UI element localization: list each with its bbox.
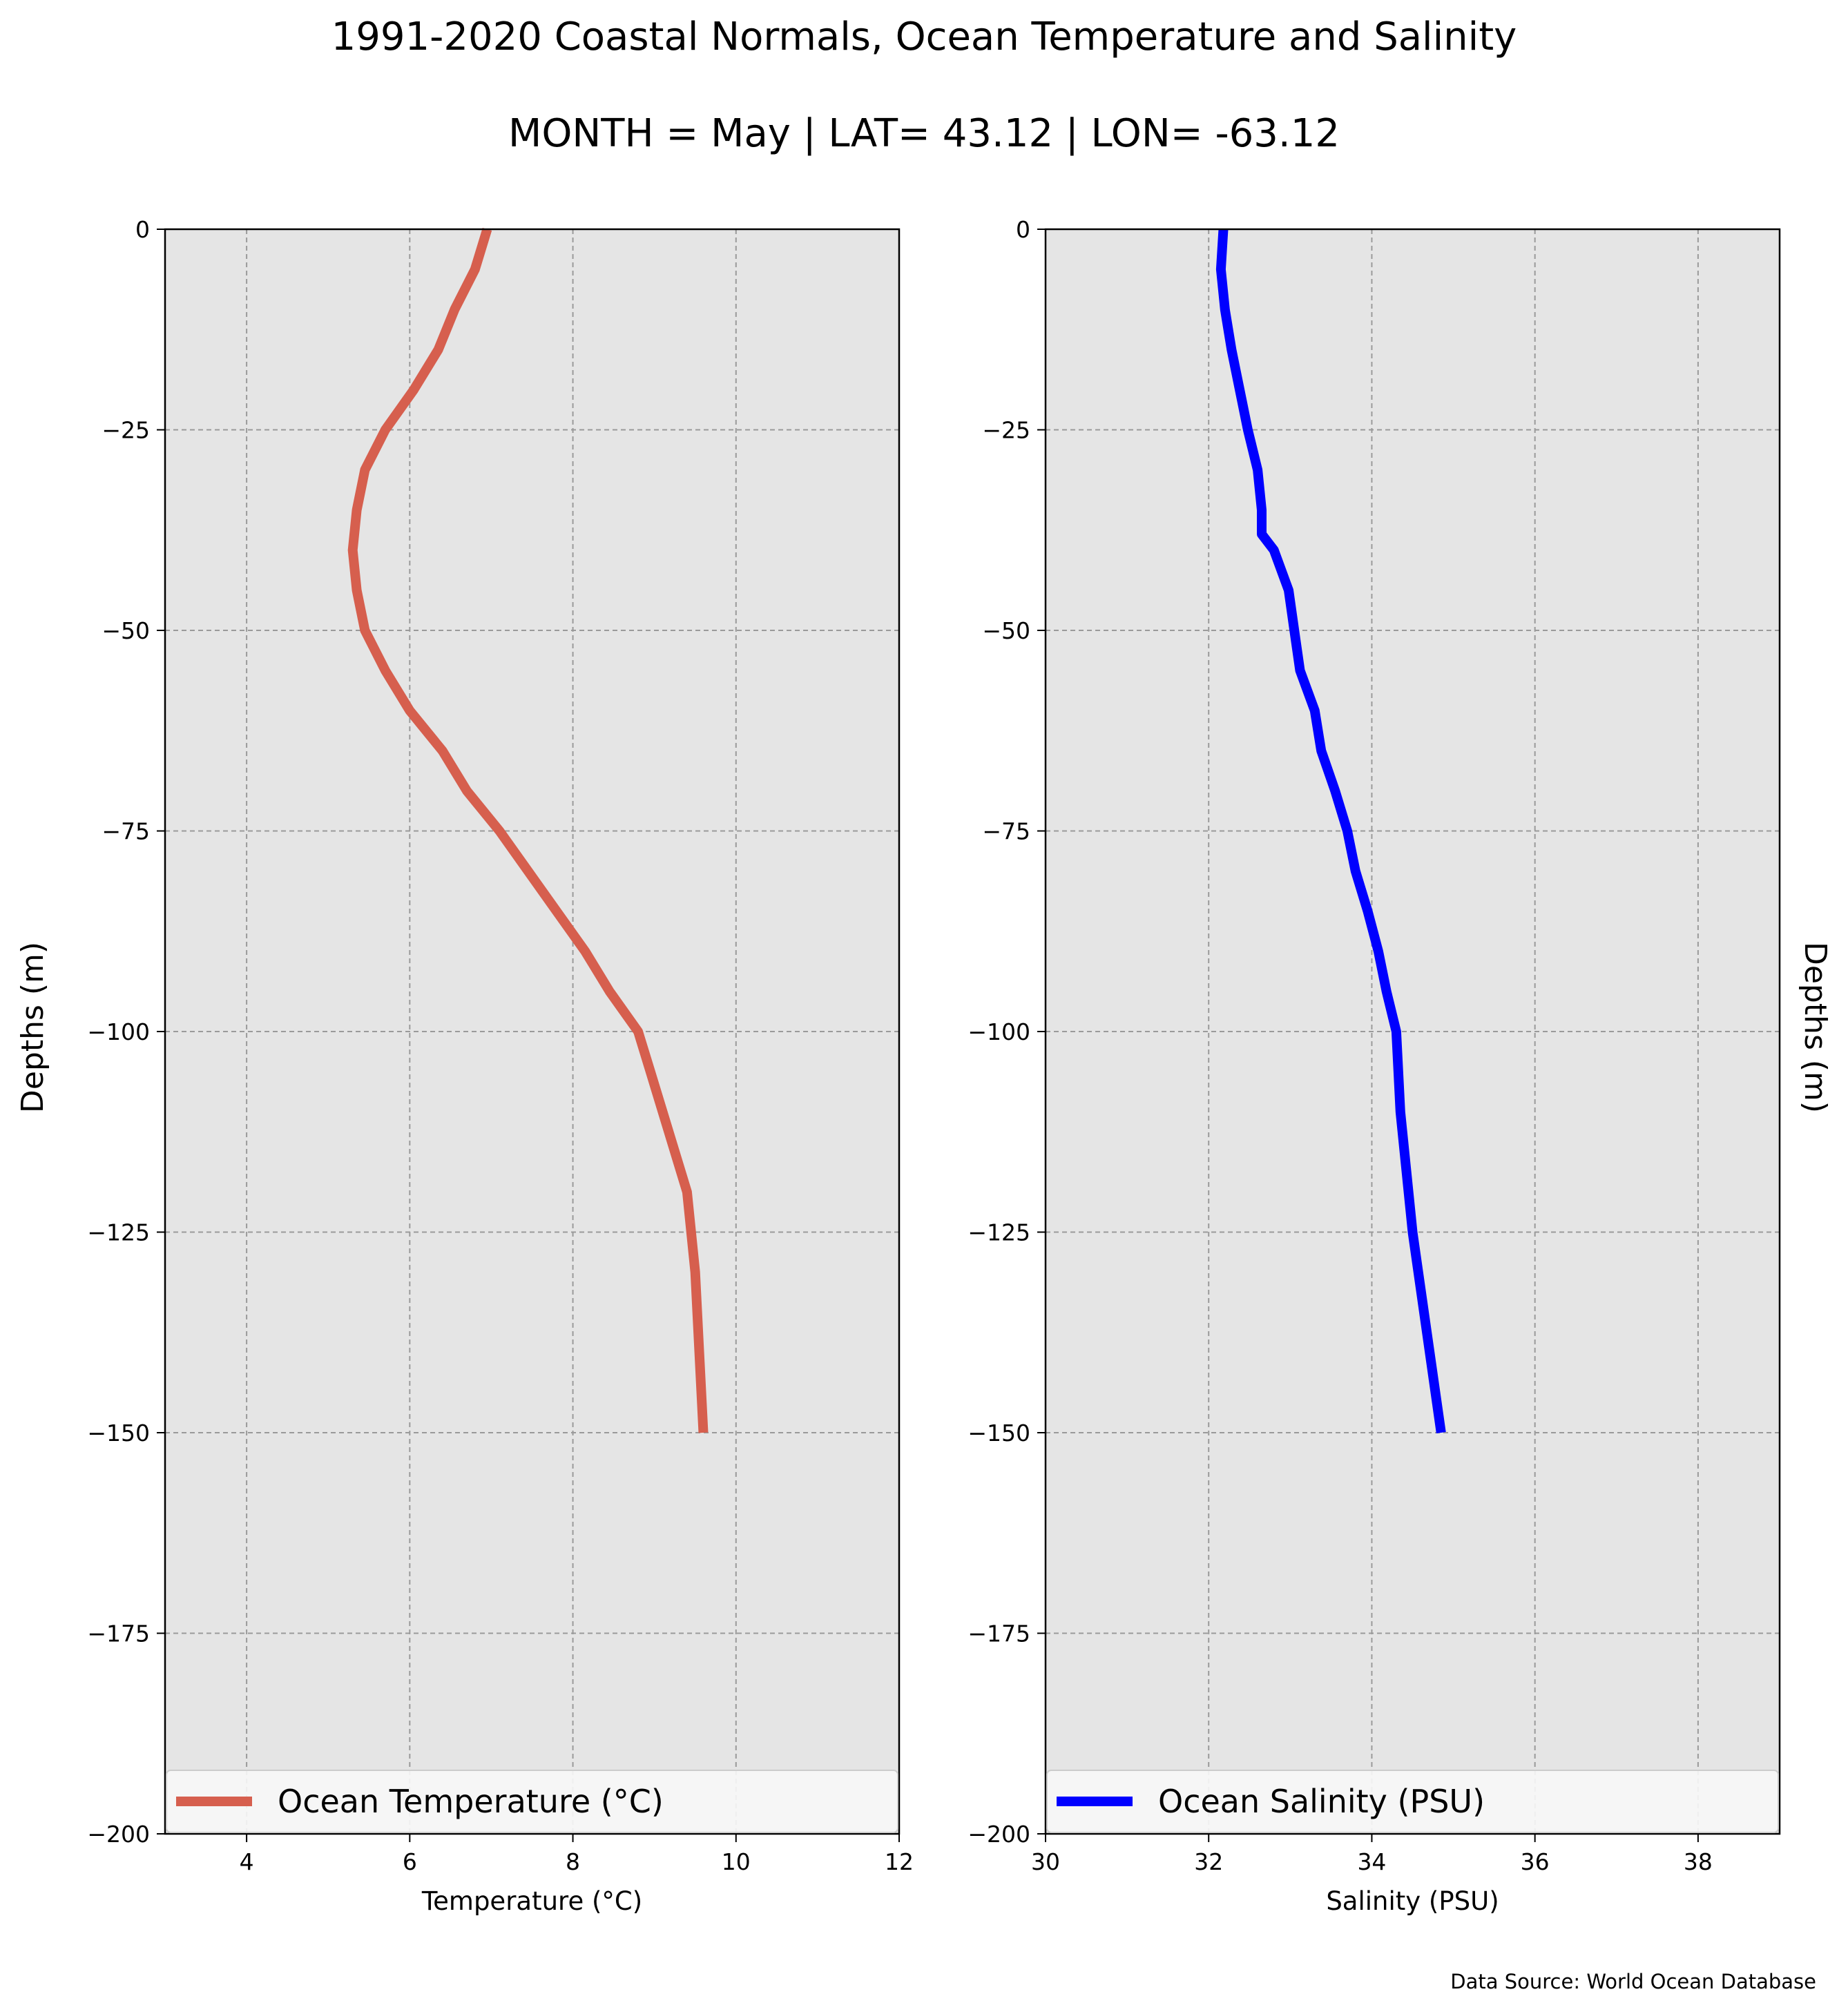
salinity-x-tick-label: 36 (1521, 1848, 1550, 1875)
temperature-ylabel: Depths (m) (15, 942, 50, 1113)
temperature-y-tick-label: 0 (135, 216, 150, 243)
salinity-y-tick-label: −125 (968, 1219, 1030, 1246)
temperature-y-tick-label: −150 (87, 1420, 150, 1446)
temperature-y-tick-label: −200 (87, 1821, 150, 1848)
salinity-x-tick-label: 38 (1684, 1848, 1713, 1875)
temperature-axes-frame (164, 228, 901, 1835)
salinity-y-tick-label: −50 (982, 617, 1030, 644)
temperature-y-tick-label: −25 (102, 417, 150, 444)
salinity-legend-label: Ocean Salinity (PSU) (1158, 1783, 1485, 1820)
temperature-x-tick-label: 12 (885, 1848, 914, 1875)
salinity-y-tick-label: −25 (982, 417, 1030, 444)
temperature-xlabel: Temperature (°C) (421, 1886, 642, 1916)
temperature-y-tick-label: −100 (87, 1018, 150, 1045)
salinity-ylabel: Depths (m) (1798, 942, 1833, 1113)
salinity-y-tick-label: −100 (968, 1018, 1030, 1045)
figure-subtitle: MONTH = May | LAT= 43.12 | LON= -63.12 (508, 111, 1340, 156)
temperature-series-line (347, 227, 709, 1433)
temperature-x-tick-label: 10 (722, 1848, 751, 1875)
salinity-x-tick-label: 32 (1194, 1848, 1223, 1875)
temperature-x-tick-label: 8 (566, 1848, 580, 1875)
temperature-legend-label: Ocean Temperature (°C) (278, 1783, 664, 1820)
temperature-y-tick-label: −75 (102, 818, 150, 845)
salinity-y-tick-label: −175 (968, 1620, 1030, 1647)
salinity-y-tick-label: −75 (982, 818, 1030, 845)
salinity-legend (1046, 1770, 1779, 1833)
temperature-y-tick-label: −50 (102, 617, 150, 644)
temperature-y-tick-label: −125 (87, 1219, 150, 1246)
temperature-legend (166, 1770, 898, 1833)
data-source-note: Data Source: World Ocean Database (1450, 1970, 1816, 1993)
salinity-y-tick-label: −150 (968, 1420, 1030, 1446)
temperature-profile-panel: 4 6 8 10 12 0 −25 −50 −75 −100 −125 −150 −175 −200 Oce… (87, 216, 914, 1916)
figure-title: 1991-2020 Coastal Normals, Ocean Tempera… (331, 14, 1517, 59)
salinity-y-tick-label: 0 (1016, 216, 1030, 243)
salinity-profile-panel: 30 32 34 36 38 0 −25 −50 −75 −100 −125 −150 −175 −200… (968, 216, 1781, 1916)
temperature-x-tick-label: 6 (403, 1848, 417, 1875)
temperature-y-tick-label: −175 (87, 1620, 150, 1647)
salinity-x-tick-label: 30 (1031, 1848, 1060, 1875)
salinity-axes-frame (1044, 228, 1781, 1835)
salinity-xlabel: Salinity (PSU) (1326, 1886, 1499, 1916)
salinity-series-line (1215, 229, 1446, 1433)
temperature-x-tick-label: 4 (240, 1848, 254, 1875)
salinity-x-tick-label: 34 (1357, 1848, 1386, 1875)
salinity-y-tick-label: −200 (968, 1821, 1030, 1848)
